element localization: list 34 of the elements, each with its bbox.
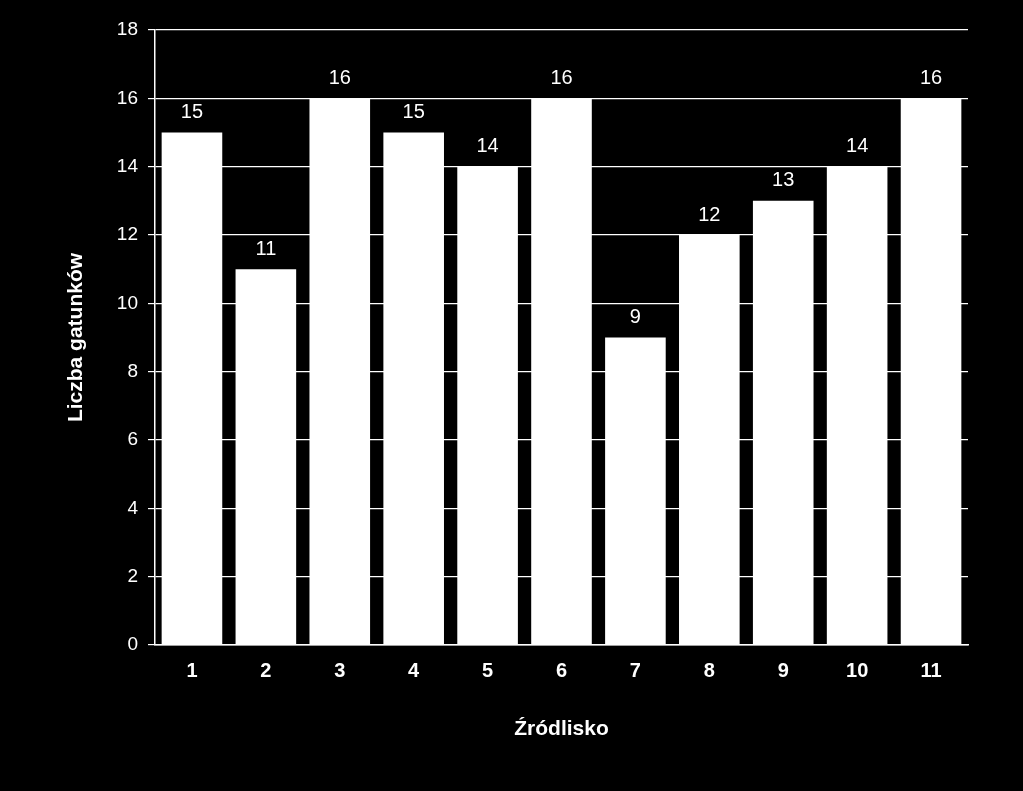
data-label: 16 (550, 65, 573, 88)
x-tick-label: 7 (629, 658, 641, 681)
data-label: 11 (255, 236, 277, 259)
x-tick-label: 6 (555, 658, 568, 681)
y-tick-label: 2 (127, 564, 138, 586)
y-tick-label: 16 (116, 86, 138, 108)
data-label: 9 (629, 305, 641, 328)
data-label: 14 (846, 134, 869, 157)
data-label: 16 (328, 65, 351, 88)
y-tick-label: 4 (127, 496, 139, 518)
x-tick-label: 3 (334, 658, 346, 681)
x-tick-label: 2 (260, 658, 272, 681)
y-tick-label: 10 (116, 291, 138, 313)
x-tick-label: 8 (703, 658, 715, 681)
data-label: 14 (476, 134, 499, 157)
data-label: 16 (919, 65, 943, 88)
data-label: 12 (698, 202, 721, 225)
y-tick-label: 0 (127, 633, 138, 655)
x-axis-title: Źródlisko (514, 716, 609, 740)
y-tick-label: 14 (116, 154, 139, 176)
data-label: 15 (180, 100, 204, 123)
x-tick-label: 11 (920, 658, 942, 681)
x-tick-label: 10 (846, 658, 869, 681)
y-tick-label: 18 (116, 18, 138, 40)
y-tick-label: 8 (127, 359, 138, 381)
data-label: 13 (772, 168, 795, 191)
data-label: 15 (402, 100, 425, 123)
x-tick-label: 1 (186, 658, 198, 681)
y-axis-title: Liczba gatunków (63, 252, 87, 423)
x-tick-label: 4 (408, 658, 421, 681)
x-tick-label: 5 (482, 658, 494, 681)
y-tick-label: 6 (127, 428, 138, 450)
x-tick-label: 9 (777, 658, 789, 681)
y-tick-label: 12 (116, 223, 138, 245)
